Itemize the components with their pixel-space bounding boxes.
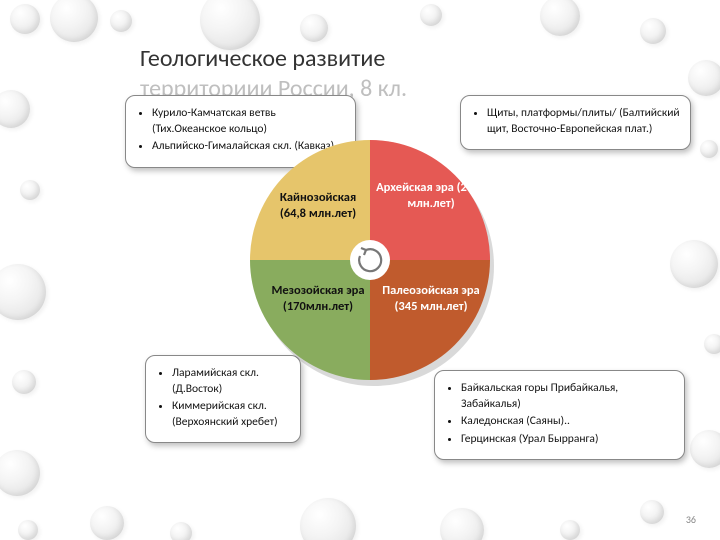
bubble <box>170 522 192 540</box>
bubble <box>12 370 36 394</box>
bubble <box>560 520 580 540</box>
page-number: 36 <box>686 513 696 526</box>
bubble <box>50 0 98 42</box>
bubble <box>690 430 720 468</box>
bubble <box>90 506 124 540</box>
bubble <box>10 4 40 34</box>
bubble <box>420 4 442 26</box>
callout-tr-list: Щиты, платформы/плиты/ (Балтийский щит, … <box>475 106 680 137</box>
bubble <box>200 0 260 50</box>
callout-item: Каледонская (Саяны).. <box>461 414 674 430</box>
bubble <box>670 240 718 288</box>
bubble <box>110 10 132 32</box>
bubble <box>688 60 720 96</box>
callout-item: Герцинская (Урал Бырранга) <box>461 432 674 448</box>
callout-item: Щиты, платформы/плиты/ (Балтийский щит, … <box>487 106 680 137</box>
era-cycle-chart <box>240 130 500 390</box>
bubble <box>0 90 30 128</box>
bubble <box>640 18 666 44</box>
bubble <box>640 500 664 524</box>
bubble <box>0 264 46 320</box>
bubble <box>18 520 38 540</box>
bubble <box>300 498 356 540</box>
bubble <box>700 140 718 158</box>
title-line-1: Геологическое развитие <box>140 44 385 73</box>
bubble <box>704 334 720 354</box>
callout-item: Киммерийская скл.(Верхоянский хребет) <box>172 399 290 430</box>
bubble <box>540 0 580 36</box>
title-tail: кл. <box>372 74 407 103</box>
callout-br-list: Байкальская горы Прибайкалья, Забайкалья… <box>449 381 674 447</box>
bubble <box>440 508 484 540</box>
bubble <box>0 450 40 496</box>
bubble <box>300 14 328 42</box>
bubble <box>20 180 40 200</box>
